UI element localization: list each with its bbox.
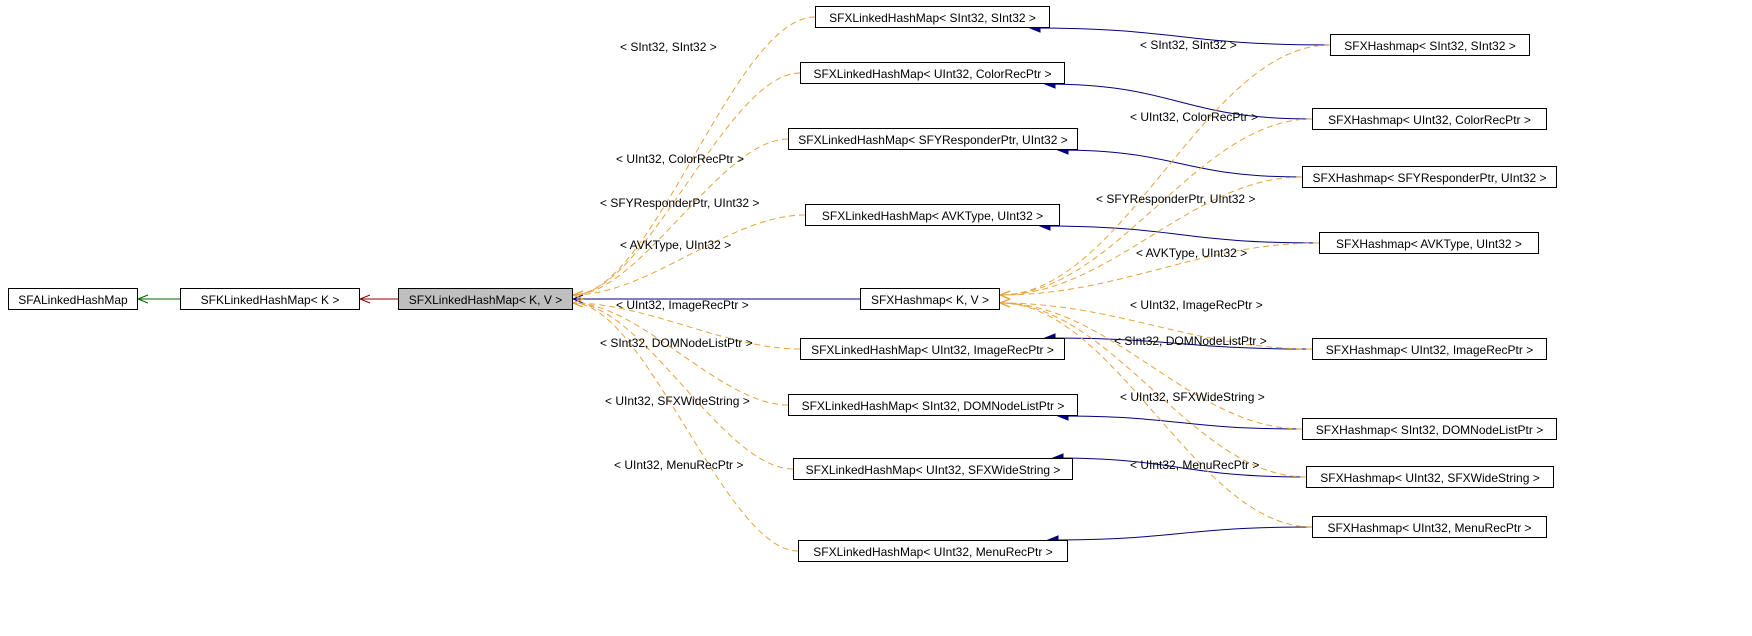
edge-label-l_right_sint_sint: < SInt32, SInt32 >: [1140, 38, 1237, 52]
edge-n_hash_uint_menu-to-n_lhm_uint_menu: [1048, 527, 1312, 540]
node-n_sfk[interactable]: SFKLinkedHashMap< K >: [180, 288, 360, 310]
node-n_hash_kv[interactable]: SFXHashmap< K, V >: [860, 288, 1000, 310]
node-n_lhm_resp_uint[interactable]: SFXLinkedHashMap< SFYResponderPtr, UInt3…: [788, 128, 1078, 150]
edge-label-l_right_uint_color: < UInt32, ColorRecPtr >: [1130, 110, 1258, 124]
node-n_hash_sint_dom[interactable]: SFXHashmap< SInt32, DOMNodeListPtr >: [1302, 418, 1557, 440]
edge-label-l_left_uint_menu: < UInt32, MenuRecPtr >: [614, 458, 743, 472]
node-n_lhm_avk_uint[interactable]: SFXLinkedHashMap< AVKType, UInt32 >: [805, 204, 1060, 226]
edge-label-l_right_uint_menu: < UInt32, MenuRecPtr >: [1130, 458, 1259, 472]
node-n_hash_uint_wstr[interactable]: SFXHashmap< UInt32, SFXWideString >: [1306, 466, 1554, 488]
node-n_lhm_sint_sint[interactable]: SFXLinkedHashMap< SInt32, SInt32 >: [815, 6, 1050, 28]
edge-label-l_right_resp_uint: < SFYResponderPtr, UInt32 >: [1096, 192, 1255, 206]
edge-n_hash_avk_uint-to-n_lhm_avk_uint: [1040, 226, 1319, 243]
edge-n_lhm_sint_dom-to-n_sfx: [573, 303, 788, 405]
edge-label-l_left_sint_sint: < SInt32, SInt32 >: [620, 40, 717, 54]
edge-label-l_right_avk_uint: < AVKType, UInt32 >: [1136, 246, 1247, 260]
node-n_hash_uint_menu[interactable]: SFXHashmap< UInt32, MenuRecPtr >: [1312, 516, 1547, 538]
edge-label-l_right_sint_dom: < SInt32, DOMNodeListPtr >: [1114, 334, 1267, 348]
edge-label-l_right_uint_wstr: < UInt32, SFXWideString >: [1120, 390, 1265, 404]
edge-label-l_left_avk_uint: < AVKType, UInt32 >: [620, 238, 731, 252]
edge-n_lhm_avk_uint-to-n_sfx: [573, 215, 805, 295]
edge-n_hash_resp_uint-to-n_lhm_resp_uint: [1058, 150, 1302, 177]
node-n_hash_avk_uint[interactable]: SFXHashmap< AVKType, UInt32 >: [1319, 232, 1539, 254]
node-n_sfa[interactable]: SFALinkedHashMap: [8, 288, 138, 310]
node-n_lhm_uint_menu[interactable]: SFXLinkedHashMap< UInt32, MenuRecPtr >: [798, 540, 1068, 562]
edge-label-l_left_uint_color: < UInt32, ColorRecPtr >: [616, 152, 744, 166]
node-n_lhm_uint_img[interactable]: SFXLinkedHashMap< UInt32, ImageRecPtr >: [800, 338, 1065, 360]
edge-label-l_left_uint_wstr: < UInt32, SFXWideString >: [605, 394, 750, 408]
node-n_hash_resp_uint[interactable]: SFXHashmap< SFYResponderPtr, UInt32 >: [1302, 166, 1557, 188]
edge-n_lhm_uint_color-to-n_sfx: [573, 73, 800, 295]
edge-label-l_left_sint_dom: < SInt32, DOMNodeListPtr >: [600, 336, 753, 350]
edge-label-l_left_uint_img: < UInt32, ImageRecPtr >: [616, 298, 749, 312]
node-n_hash_uint_color[interactable]: SFXHashmap< UInt32, ColorRecPtr >: [1312, 108, 1547, 130]
node-n_hash_sint_sint[interactable]: SFXHashmap< SInt32, SInt32 >: [1330, 34, 1530, 56]
edge-n_lhm_uint_wstr-to-n_sfx: [573, 303, 793, 469]
edge-label-l_right_uint_img: < UInt32, ImageRecPtr >: [1130, 298, 1263, 312]
node-n_lhm_uint_color[interactable]: SFXLinkedHashMap< UInt32, ColorRecPtr >: [800, 62, 1065, 84]
node-n_lhm_sint_dom[interactable]: SFXLinkedHashMap< SInt32, DOMNodeListPtr…: [788, 394, 1078, 416]
edge-n_hash_sint_dom-to-n_lhm_sint_dom: [1058, 416, 1302, 429]
node-n_lhm_uint_wstr[interactable]: SFXLinkedHashMap< UInt32, SFXWideString …: [793, 458, 1073, 480]
edge-label-l_left_resp_uint: < SFYResponderPtr, UInt32 >: [600, 196, 759, 210]
node-n_hash_uint_img[interactable]: SFXHashmap< UInt32, ImageRecPtr >: [1312, 338, 1547, 360]
node-n_sfx[interactable]: SFXLinkedHashMap< K, V >: [398, 288, 573, 310]
